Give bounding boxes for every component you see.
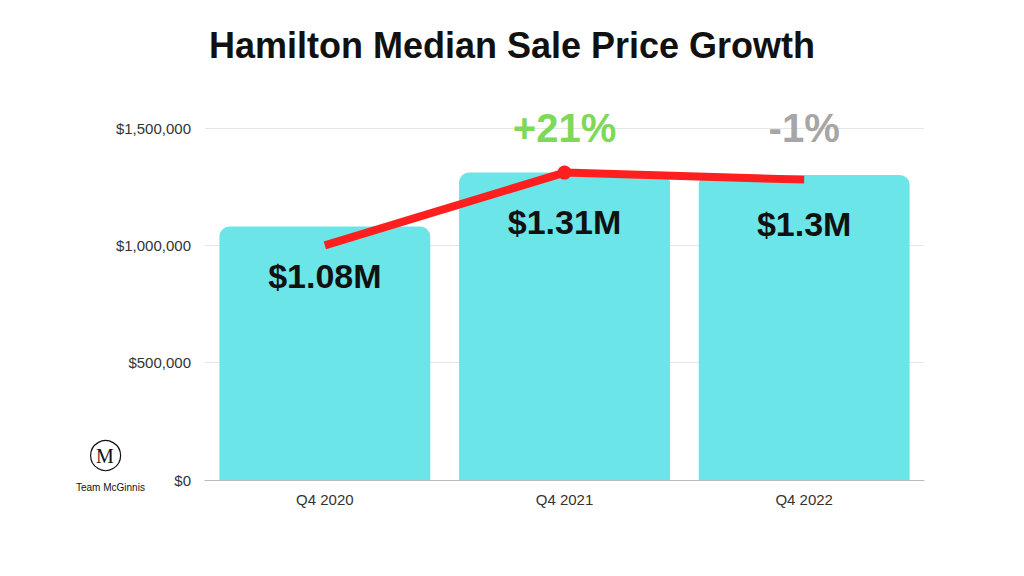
svg-text:Q4 2020: Q4 2020 [296, 491, 354, 508]
svg-text:Q4 2022: Q4 2022 [775, 491, 833, 508]
svg-text:M: M [96, 445, 114, 467]
svg-text:$1,000,000: $1,000,000 [116, 237, 191, 254]
svg-text:$1.08M: $1.08M [268, 257, 381, 295]
svg-text:-1%: -1% [769, 106, 840, 150]
svg-text:$0: $0 [174, 472, 191, 489]
svg-text:$500,000: $500,000 [128, 354, 191, 371]
svg-text:Q4 2021: Q4 2021 [536, 491, 594, 508]
svg-text:$1.3M: $1.3M [757, 205, 852, 243]
svg-text:Team McGinnis: Team McGinnis [76, 482, 145, 493]
svg-text:$1,500,000: $1,500,000 [116, 120, 191, 137]
svg-text:Hamilton Median Sale Price Gro: Hamilton Median Sale Price Growth [209, 25, 815, 66]
svg-text:+21%: +21% [513, 106, 616, 150]
svg-text:$1.31M: $1.31M [508, 203, 621, 241]
